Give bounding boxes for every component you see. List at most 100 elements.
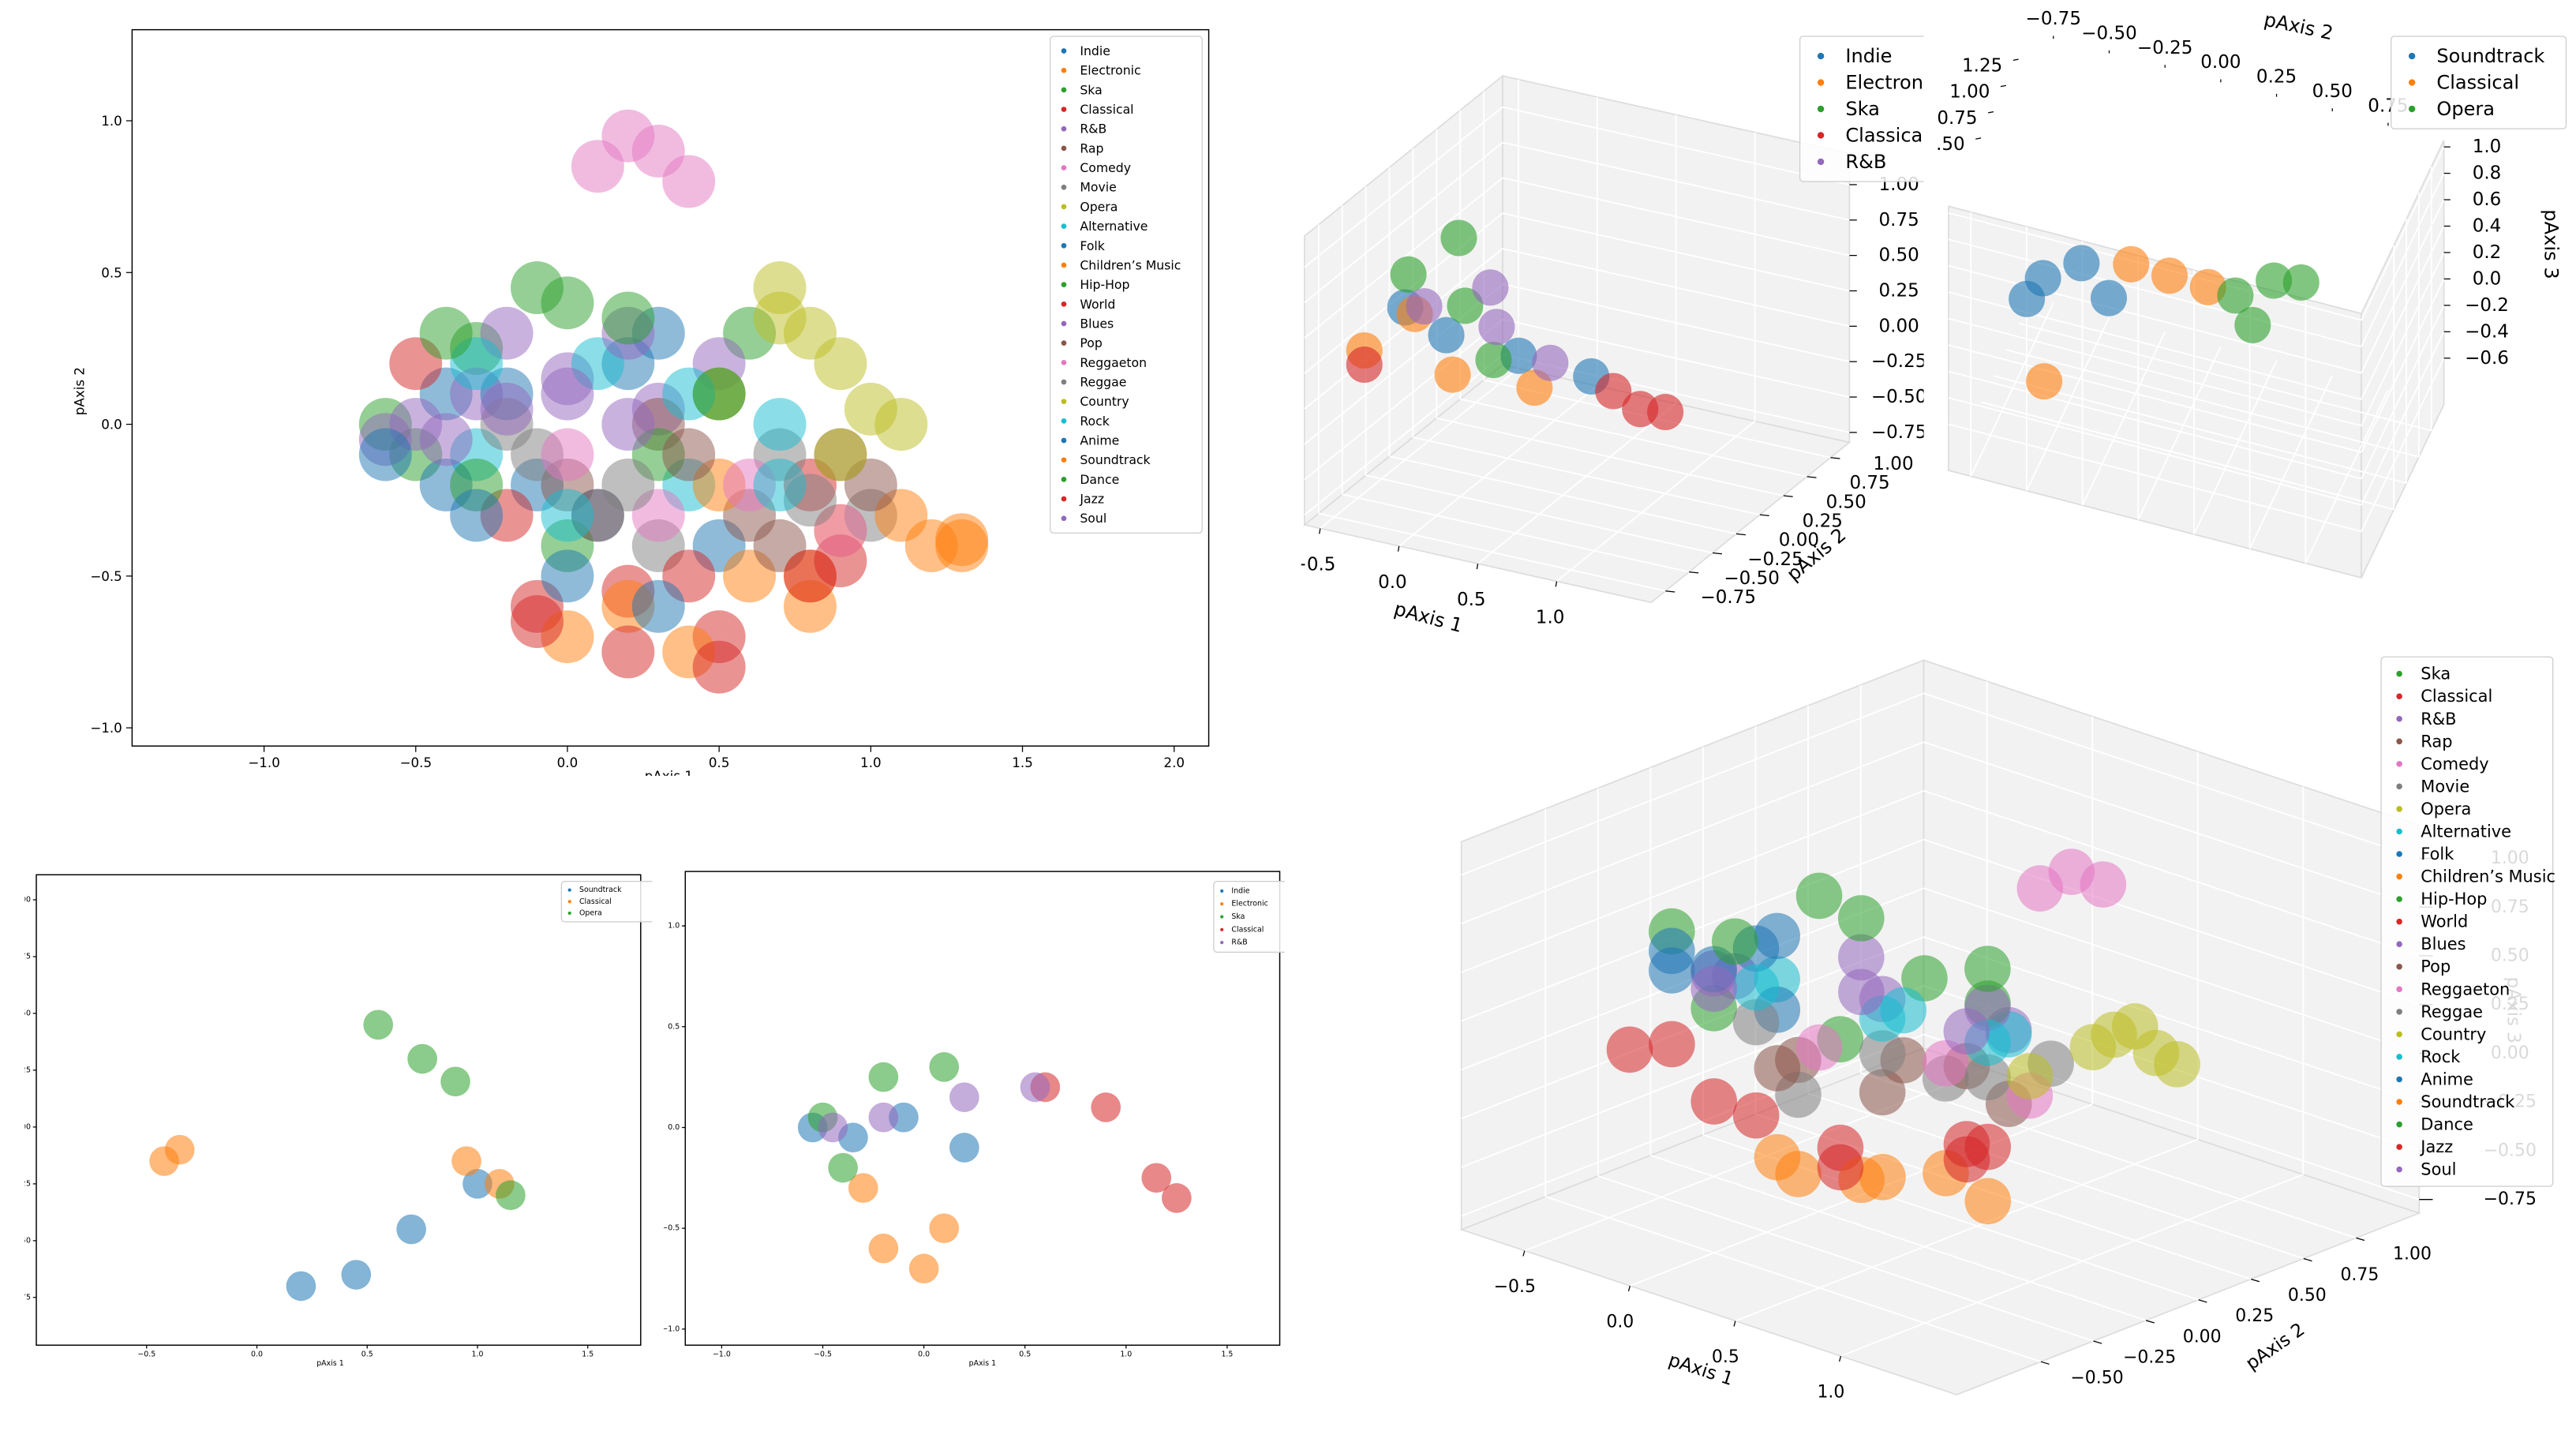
grid-line — [1461, 984, 1924, 1168]
legend-marker — [1220, 915, 1224, 919]
legend-marker — [2396, 1099, 2402, 1105]
z-tick-label: −0.75 — [1871, 422, 1927, 443]
point — [450, 489, 504, 542]
legend-label: Country — [2421, 1025, 2486, 1043]
point — [828, 1152, 858, 1183]
point — [601, 625, 655, 679]
point — [1406, 288, 1443, 325]
legend-label: Comedy — [2421, 755, 2488, 774]
z-tick-label: 0.25 — [1879, 280, 1919, 301]
point — [440, 1066, 470, 1097]
grid-line — [1923, 741, 2420, 908]
legend-marker — [1061, 87, 1067, 93]
grid-line — [1948, 423, 2362, 533]
legend-marker — [1061, 457, 1067, 463]
x-tick-label: −0.5 — [399, 755, 432, 770]
legend-marker — [1061, 496, 1067, 502]
legend-marker — [2396, 1144, 2402, 1150]
legend-marker — [2396, 1054, 2402, 1060]
y-tick — [2198, 1299, 2207, 1303]
point — [1943, 1008, 1990, 1055]
point — [541, 367, 594, 421]
grid-line — [1502, 248, 1850, 328]
point — [601, 291, 655, 345]
y-tick-label: −0.75 — [1700, 587, 1756, 608]
point — [2189, 268, 2226, 305]
grid-line — [2005, 349, 2420, 458]
point — [753, 291, 807, 345]
legend-label: Jazz — [1079, 492, 1104, 507]
legend-label: Soundtrack — [579, 886, 622, 894]
point — [511, 595, 564, 648]
y-tick-label: 0.25 — [2256, 67, 2297, 88]
legend-marker — [2396, 963, 2402, 970]
grid-line — [1948, 397, 2362, 506]
grid-line — [2361, 358, 2445, 532]
x-tick-label: 0.0 — [557, 755, 578, 770]
x-tick-label: 0.50 — [1924, 134, 1964, 155]
point — [1859, 1069, 1906, 1116]
y-tick — [1665, 590, 1676, 593]
legend-label: Classical — [1231, 925, 1264, 934]
legend-marker — [2396, 1009, 2402, 1015]
y-tick-label: −0.50 — [2081, 23, 2137, 43]
y-tick-label: 0.0 — [668, 1123, 680, 1132]
y-tick — [2356, 1237, 2365, 1242]
point — [1595, 373, 1632, 410]
point — [1440, 219, 1477, 257]
grid-line — [1840, 1174, 2304, 1357]
x-tick-label: 2.0 — [1163, 755, 1185, 770]
legend-label: Rock — [1080, 414, 1110, 429]
legend-box — [1799, 36, 1924, 182]
point — [1472, 269, 1509, 306]
grid-line — [1980, 401, 2394, 511]
y-tick-label: 0.25 — [1803, 511, 1843, 532]
grid-line — [2193, 360, 2278, 535]
legend-label: Anime — [2421, 1070, 2473, 1088]
legend-marker — [2396, 1076, 2402, 1083]
y-tick-label: −0.50 — [1724, 568, 1780, 589]
point — [2026, 363, 2063, 400]
point — [511, 261, 564, 314]
legend-marker — [2396, 670, 2402, 677]
chart-panel: −1.0 −0.5 0.0 0.5 1.0 1.5 1.0 0.5 0.0 −0.5 −1.0 pAx… — [664, 871, 1285, 1368]
legend-marker — [1817, 105, 1825, 113]
x-tick-label: 0.0 — [1606, 1313, 1634, 1332]
point — [1754, 912, 1800, 960]
legend-label: Folk — [2421, 845, 2454, 863]
y-tick-label: 0.00 — [2200, 52, 2241, 73]
x-tick-label: 1.0 — [1536, 607, 1565, 627]
grid-line — [2361, 199, 2445, 373]
point — [2113, 245, 2150, 283]
point — [949, 1082, 979, 1112]
legend-label: Soundtrack — [1080, 452, 1151, 467]
y-tick — [1807, 476, 1817, 478]
grid-line — [2361, 331, 2445, 506]
point — [164, 1134, 195, 1165]
point — [341, 1260, 372, 1290]
point — [2090, 279, 2128, 317]
legend-marker — [1061, 184, 1067, 190]
legend-marker — [2408, 105, 2416, 113]
legend-label: Hip-Hop — [2421, 890, 2487, 908]
legend-label: Soul — [1080, 511, 1106, 526]
point — [2282, 264, 2320, 301]
x-tick-label: 0.5 — [1712, 1347, 1739, 1367]
axes-frame — [684, 871, 1281, 1346]
grid-line — [1461, 741, 1924, 925]
grid-line — [2361, 146, 2445, 321]
x-tick — [2000, 84, 2006, 88]
grid-line — [1477, 403, 1677, 564]
point — [1838, 934, 1885, 981]
grid-line — [2081, 332, 2166, 506]
legend-marker — [1061, 437, 1067, 444]
chart-panel: −0.50.00.51.0−0.75−0.50−0.250.000.250.50… — [1301, 36, 1927, 637]
grid-line — [1735, 1138, 2199, 1322]
point — [2006, 1053, 2054, 1099]
point — [1447, 287, 1484, 324]
y-tick — [1689, 571, 1699, 574]
point — [419, 306, 473, 360]
point — [1732, 1092, 1780, 1139]
x-tick — [1522, 1250, 1526, 1257]
legend-marker — [2408, 52, 2416, 60]
